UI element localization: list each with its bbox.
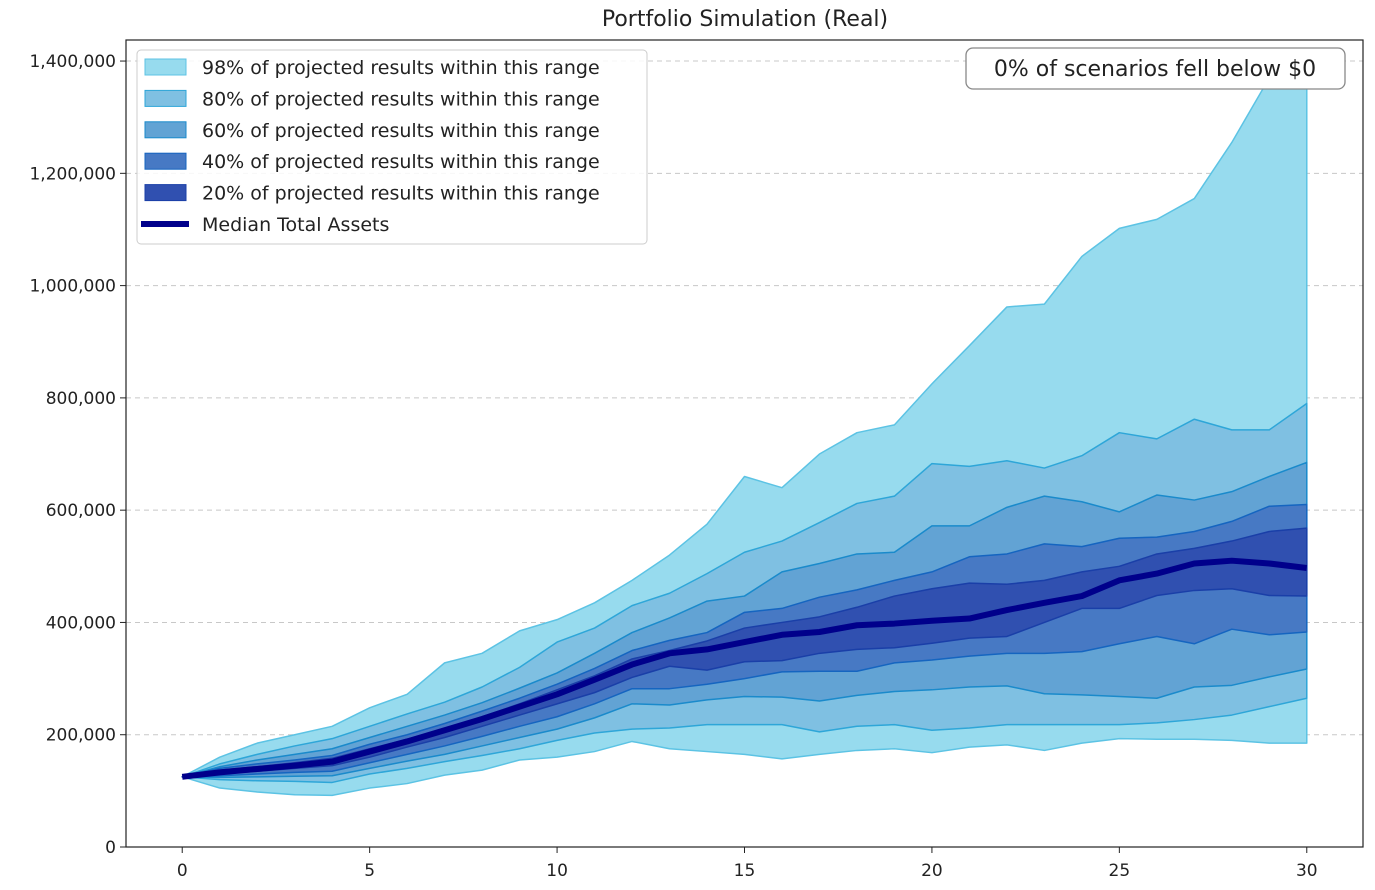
x-tick-label: 10 <box>546 861 568 881</box>
legend-swatch <box>144 121 187 139</box>
x-tick-label: 15 <box>734 861 756 881</box>
percentile-bands <box>181 65 1308 797</box>
y-tick-label: 400,000 <box>46 613 116 633</box>
x-tick-label: 30 <box>1296 861 1318 881</box>
legend-label: 40% of projected results within this ran… <box>202 151 600 173</box>
x-axis: 0 5 10 15 20 25 30 <box>177 847 1318 881</box>
legend-swatch <box>144 58 187 76</box>
legend-swatch <box>144 89 187 107</box>
legend-label: 60% of projected results within this ran… <box>202 120 600 142</box>
legend: 98% of projected results within this ran… <box>136 49 648 245</box>
legend-swatch <box>144 184 187 202</box>
legend-swatch <box>144 152 187 170</box>
legend-label: 98% of projected results within this ran… <box>202 57 600 79</box>
y-axis: 0 200,000 400,000 600,000 800,000 1,000,000 1,… <box>29 52 126 858</box>
legend-frame <box>136 49 648 245</box>
y-tick-label: 0 <box>105 838 116 858</box>
y-tick-label: 1,000,000 <box>29 277 116 297</box>
median-line <box>181 557 1308 780</box>
x-tick-label: 5 <box>364 861 375 881</box>
x-tick-label: 0 <box>177 861 188 881</box>
band-4 <box>181 527 1308 778</box>
y-tick-label: 800,000 <box>46 389 116 409</box>
y-tick-label: 1,400,000 <box>29 52 116 72</box>
y-tick-label: 1,200,000 <box>29 164 116 184</box>
annotation-box: 0% of scenarios fell below $0 <box>965 47 1346 90</box>
y-tick-label: 600,000 <box>46 501 116 521</box>
y-tick-label: 200,000 <box>46 726 116 746</box>
chart-title: Portfolio Simulation (Real) <box>602 7 888 32</box>
x-tick-label: 20 <box>921 861 943 881</box>
legend-label: 20% of projected results within this ran… <box>202 183 600 205</box>
x-tick-label: 25 <box>1109 861 1131 881</box>
legend-label: 80% of projected results within this ran… <box>202 88 600 110</box>
median-line-group <box>181 557 1308 780</box>
legend-label: Median Total Assets <box>202 214 389 236</box>
annotation-text: 0% of scenarios fell below $0 <box>994 57 1316 82</box>
